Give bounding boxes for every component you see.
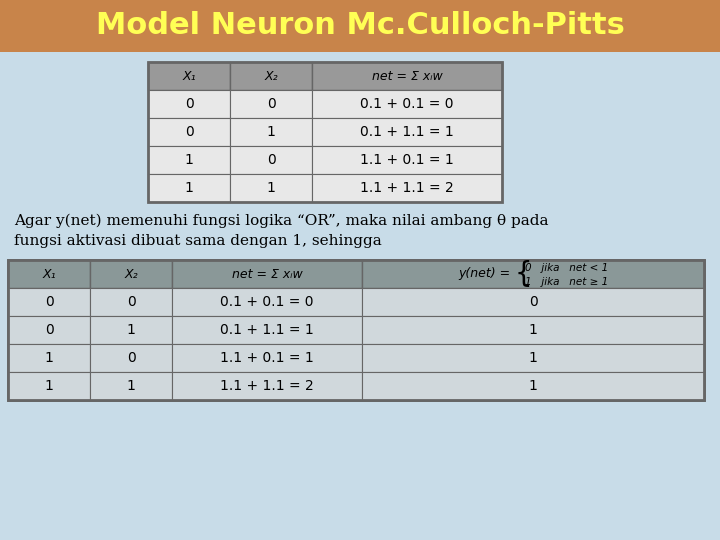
Text: 1: 1 [45, 351, 53, 365]
Text: Agar y(net) memenuhi fungsi logika “OR”, maka nilai ambang θ pada: Agar y(net) memenuhi fungsi logika “OR”,… [14, 214, 549, 228]
Text: 0: 0 [184, 125, 194, 139]
Bar [90, 372, 172, 400]
Bar [148, 62, 502, 202]
Bar [362, 372, 704, 400]
Text: 0: 0 [127, 295, 135, 309]
Text: net = Σ xᵢw: net = Σ xᵢw [372, 70, 442, 83]
Text: X₂: X₂ [124, 267, 138, 280]
Text: 1   jika   net ≥ 1: 1 jika net ≥ 1 [525, 277, 608, 287]
Bar [230, 62, 312, 90]
Bar [172, 316, 362, 344]
Bar [312, 118, 502, 146]
Bar [148, 174, 230, 202]
Bar [8, 316, 90, 344]
Text: 1: 1 [184, 153, 194, 167]
Text: 0.1 + 0.1 = 0: 0.1 + 0.1 = 0 [220, 295, 314, 309]
Text: 1: 1 [528, 351, 537, 365]
Text: 0: 0 [127, 351, 135, 365]
Text: 0: 0 [266, 97, 275, 111]
Bar [8, 344, 90, 372]
Bar [230, 118, 312, 146]
Text: 1: 1 [127, 323, 135, 337]
Text: 1: 1 [266, 181, 276, 195]
Bar [362, 316, 704, 344]
Bar [312, 174, 502, 202]
Text: 0: 0 [184, 97, 194, 111]
Text: 1: 1 [127, 379, 135, 393]
Bar [172, 260, 362, 288]
Bar [8, 260, 704, 400]
Bar [90, 260, 172, 288]
Text: 1.1 + 0.1 = 1: 1.1 + 0.1 = 1 [220, 351, 314, 365]
Text: 1.1 + 1.1 = 2: 1.1 + 1.1 = 2 [360, 181, 454, 195]
Text: 0.1 + 1.1 = 1: 0.1 + 1.1 = 1 [220, 323, 314, 337]
Bar [312, 90, 502, 118]
Bar [8, 260, 704, 400]
Bar [0, 0, 720, 52]
Bar [362, 344, 704, 372]
Text: 1.1 + 0.1 = 1: 1.1 + 0.1 = 1 [360, 153, 454, 167]
Text: fungsi aktivasi dibuat sama dengan 1, sehingga: fungsi aktivasi dibuat sama dengan 1, se… [14, 234, 382, 248]
Text: X₂: X₂ [264, 70, 278, 83]
Text: X₁: X₁ [42, 267, 56, 280]
Bar [362, 260, 704, 288]
Text: 1: 1 [528, 323, 537, 337]
Text: Model Neuron Mc.Culloch-Pitts: Model Neuron Mc.Culloch-Pitts [96, 11, 624, 40]
Text: 0: 0 [266, 153, 275, 167]
Text: 1: 1 [45, 379, 53, 393]
Bar [312, 146, 502, 174]
Bar [172, 288, 362, 316]
Text: 1.1 + 1.1 = 2: 1.1 + 1.1 = 2 [220, 379, 314, 393]
Text: 1: 1 [266, 125, 276, 139]
Text: net = Σ xᵢw: net = Σ xᵢw [232, 267, 302, 280]
Bar [8, 288, 90, 316]
Text: 1: 1 [528, 379, 537, 393]
Bar [172, 344, 362, 372]
Bar [90, 344, 172, 372]
Bar [230, 146, 312, 174]
Text: 0.1 + 1.1 = 1: 0.1 + 1.1 = 1 [360, 125, 454, 139]
Text: 0: 0 [45, 323, 53, 337]
Bar [230, 174, 312, 202]
Bar [148, 118, 230, 146]
Bar [8, 260, 90, 288]
Bar [90, 288, 172, 316]
Text: X₁: X₁ [182, 70, 196, 83]
Text: 0: 0 [528, 295, 537, 309]
Text: 0.1 + 0.1 = 0: 0.1 + 0.1 = 0 [360, 97, 454, 111]
Bar [8, 372, 90, 400]
Text: 0   jika   net < 1: 0 jika net < 1 [525, 263, 608, 273]
Bar [172, 372, 362, 400]
Text: y(net) =: y(net) = [458, 267, 510, 280]
Bar [312, 62, 502, 90]
Bar [230, 90, 312, 118]
Text: 1: 1 [184, 181, 194, 195]
Bar [148, 90, 230, 118]
Bar [148, 146, 230, 174]
Bar [148, 62, 230, 90]
Text: 0: 0 [45, 295, 53, 309]
Text: {: { [515, 260, 533, 288]
Bar [90, 316, 172, 344]
Bar [362, 288, 704, 316]
